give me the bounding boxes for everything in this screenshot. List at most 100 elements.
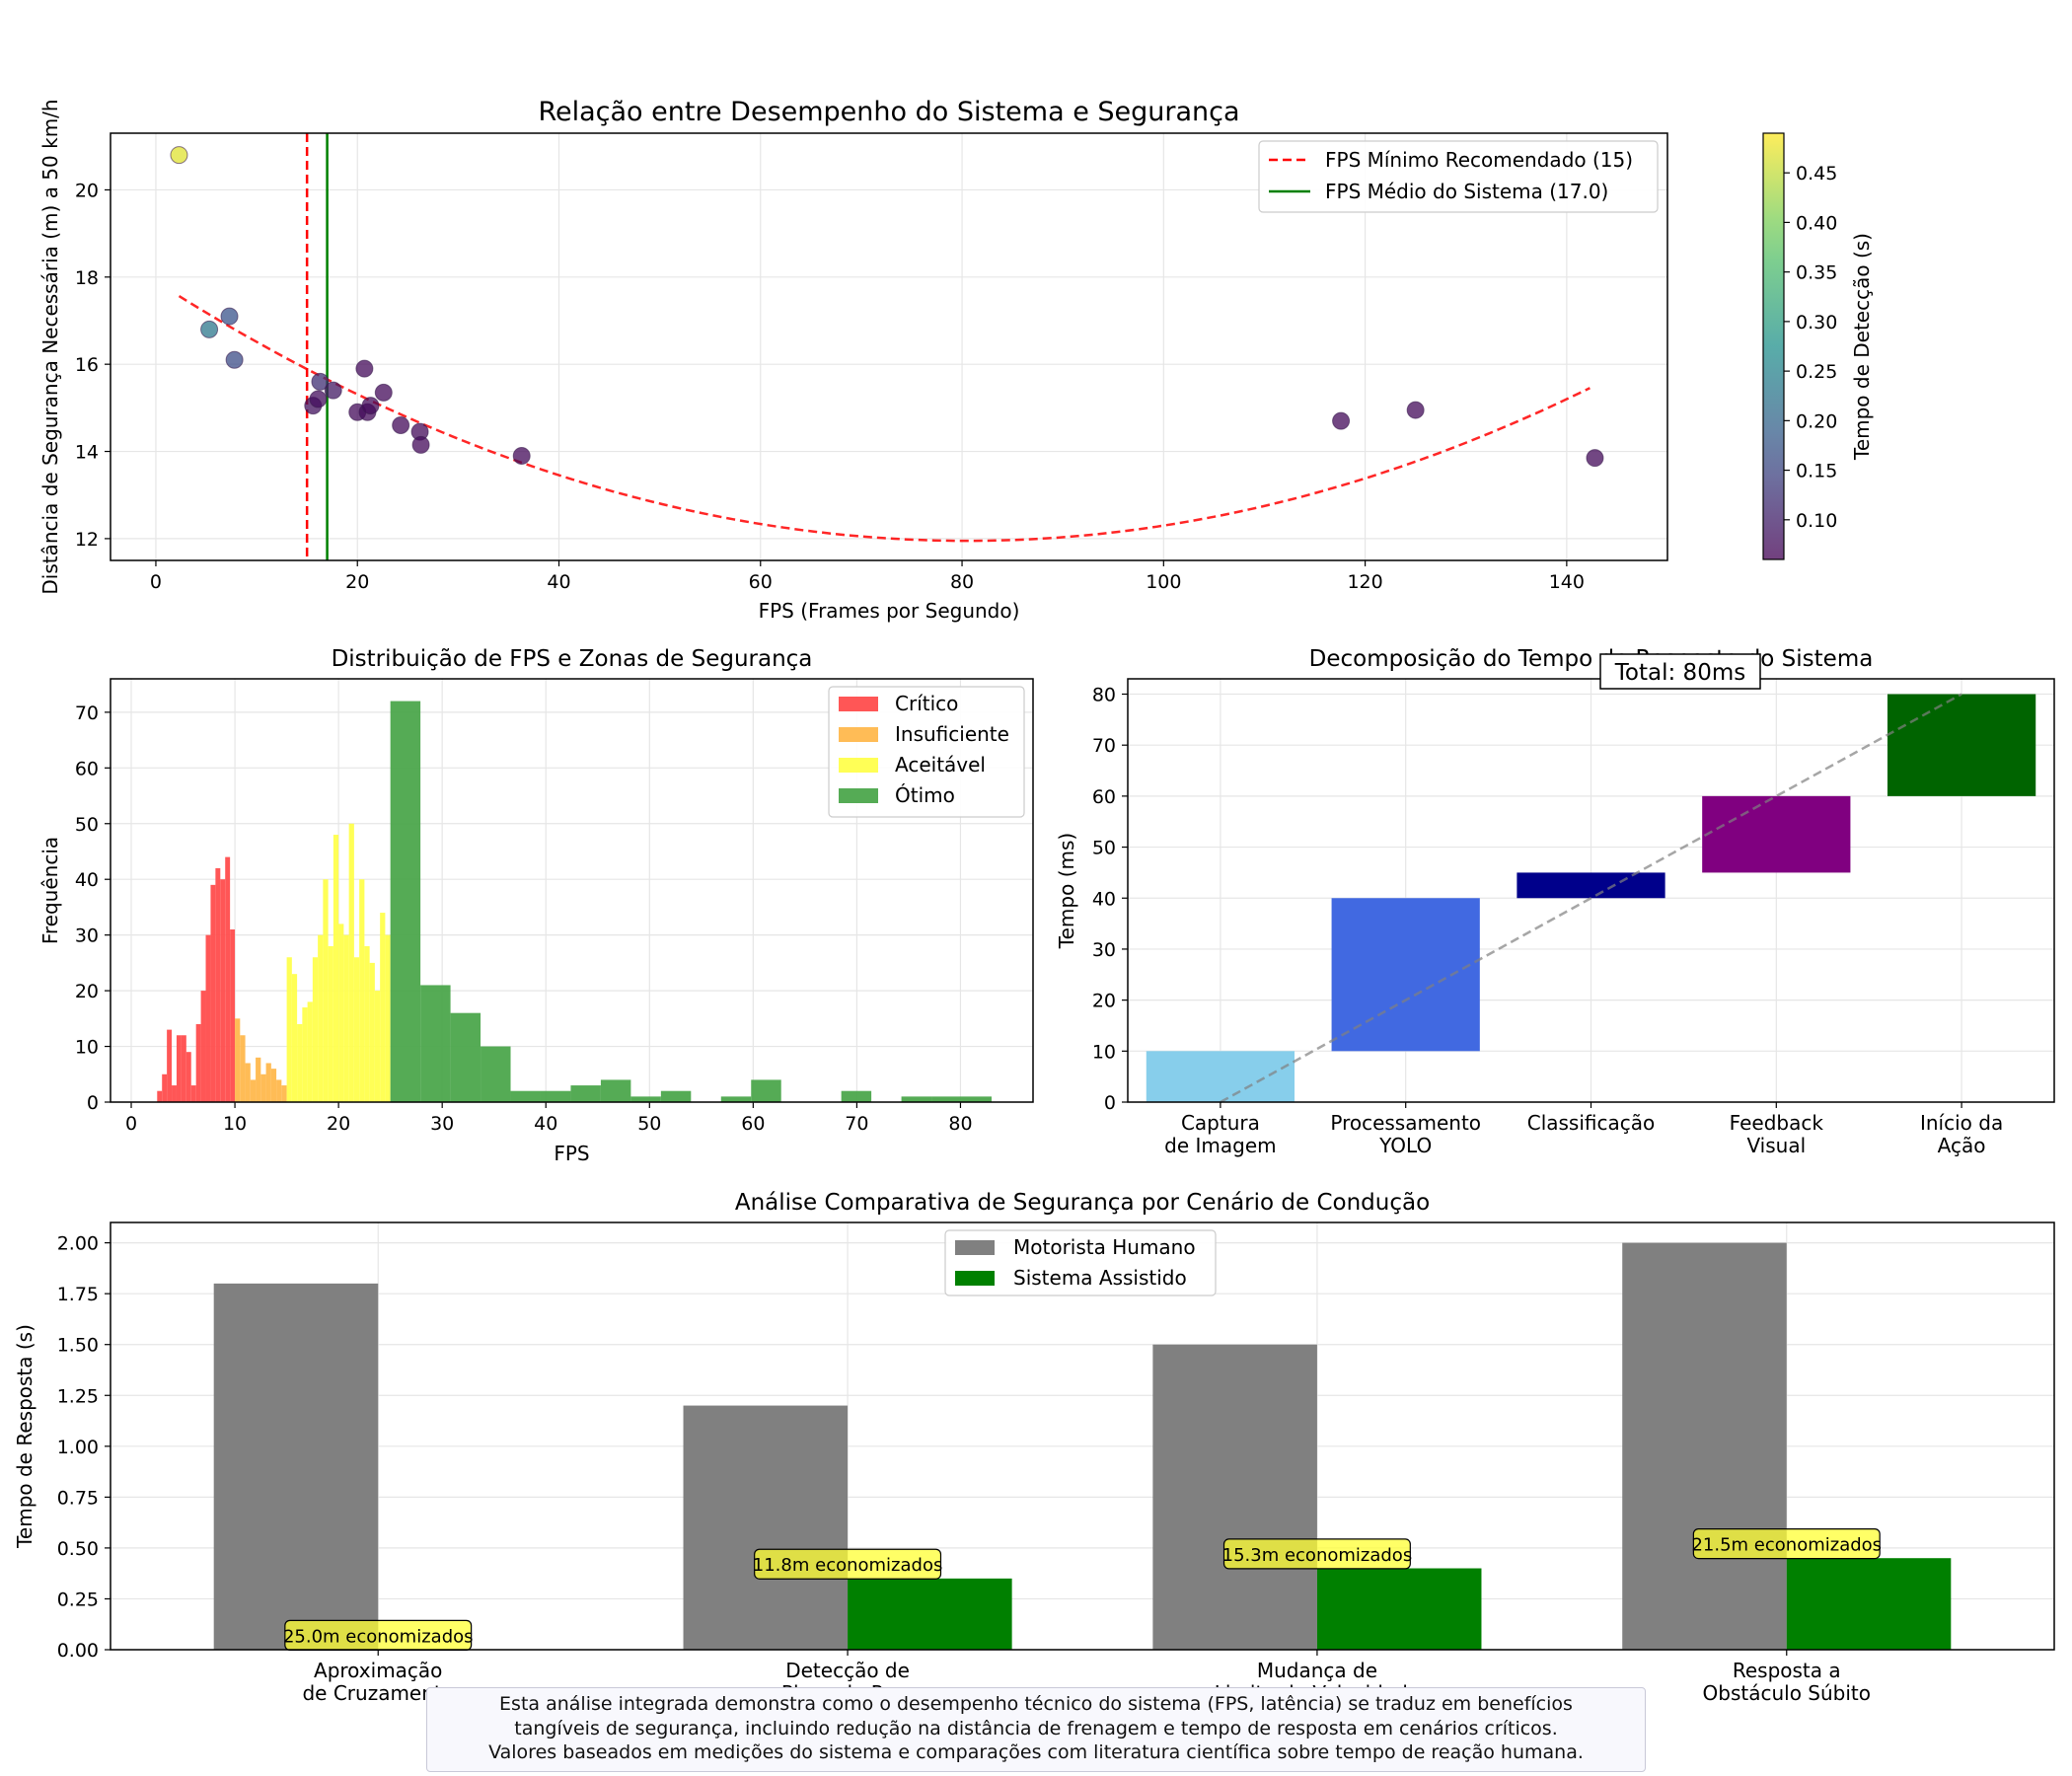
x-tick-label: 0: [125, 1113, 137, 1135]
legend-label: Insuficiente: [895, 722, 1009, 746]
x-axis-label: FPS: [554, 1142, 589, 1165]
scatter-point: [392, 416, 410, 435]
colorbar-label: Tempo de Detecção (s): [1850, 233, 1874, 461]
y-tick-label: 1.50: [57, 1335, 99, 1357]
histogram-bar: [338, 924, 344, 1102]
histogram-bar: [276, 1079, 282, 1102]
y-tick-label: 20: [1092, 991, 1116, 1012]
scatter-point: [225, 350, 244, 369]
histogram-bar: [245, 1063, 251, 1102]
savings-annotation-box: [754, 1548, 942, 1580]
comparison-bar: [213, 1283, 379, 1650]
histogram-bar: [385, 934, 391, 1102]
x-tick-label: 20: [327, 1113, 350, 1135]
waterfall-bar: [1702, 795, 1851, 873]
histogram-bar: [510, 1090, 541, 1102]
histogram-bar: [353, 957, 360, 1102]
caption-line: tangíveis de segurança, incluindo reduçã…: [514, 1717, 1558, 1739]
colorbar: [1762, 132, 1785, 560]
histogram-bar: [481, 1046, 511, 1102]
waterfall-bar: [1146, 1051, 1295, 1102]
y-tick-label: 0.00: [57, 1640, 99, 1662]
x-tick-label: Detecção de: [785, 1659, 910, 1682]
y-tick-label: 0.25: [57, 1589, 99, 1610]
y-tick-label: 0.50: [57, 1538, 99, 1560]
scatter-point: [324, 381, 342, 400]
plot-frame: [1127, 678, 2055, 1103]
histogram-bar: [841, 1090, 872, 1102]
caption-line: Esta análise integrada demonstra como o …: [499, 1693, 1573, 1715]
legend-box: [828, 686, 1025, 818]
scatter-point: [1406, 401, 1425, 419]
y-tick-label: 20: [75, 981, 99, 1002]
comparison-bar: [1786, 1558, 1952, 1650]
y-tick-label: 50: [1092, 838, 1116, 859]
y-tick-label: 10: [75, 1037, 99, 1059]
x-tick-label: 50: [637, 1113, 661, 1135]
legend-label: Sistema Assistido: [1013, 1266, 1187, 1290]
histogram-bar: [256, 1057, 261, 1102]
histogram-bar: [720, 1096, 752, 1102]
legend-label: Aceitável: [895, 753, 986, 777]
y-tick-label: 70: [1092, 735, 1116, 757]
histogram-bar: [600, 1079, 631, 1102]
y-axis-label: Frequência: [38, 837, 62, 944]
histogram-bar: [323, 879, 329, 1102]
comparison-bar: [683, 1405, 849, 1650]
histogram-bar: [281, 1085, 287, 1102]
histogram-bar: [570, 1085, 601, 1102]
x-tick-label: 140: [1549, 571, 1585, 593]
histogram-bar: [302, 1007, 308, 1102]
y-tick-label: 2.00: [57, 1233, 99, 1255]
histogram-bar: [630, 1096, 661, 1102]
waterfall-bar: [1887, 694, 2036, 796]
x-tick-label: 0: [150, 571, 162, 593]
y-tick-label: 80: [1092, 685, 1116, 706]
histogram-bar: [751, 1079, 781, 1102]
x-tick-label: 10: [223, 1113, 247, 1135]
scatter-point: [200, 320, 219, 338]
histogram-bar: [450, 1012, 481, 1102]
histogram-bar: [359, 879, 365, 1102]
colorbar-tick-label: 0.20: [1796, 410, 1837, 432]
chart-title: Análise Comparativa de Segurança por Cen…: [735, 1190, 1430, 1216]
histogram-bar: [195, 1023, 201, 1102]
x-tick-label: 40: [534, 1113, 557, 1135]
histogram-bar: [291, 974, 298, 1102]
x-tick-label: 120: [1347, 571, 1382, 593]
histogram-bar: [200, 991, 206, 1102]
legend-swatch: [839, 758, 878, 773]
y-tick-label: 30: [75, 925, 99, 947]
caption-box: Esta análise integrada demonstra como o …: [426, 1687, 1646, 1772]
y-tick-label: 18: [75, 267, 99, 289]
y-tick-label: 1.75: [57, 1284, 99, 1305]
x-axis-label: FPS (Frames por Segundo): [759, 599, 1020, 623]
savings-annotation-box: [1222, 1538, 1411, 1570]
legend-swatch: [955, 1271, 995, 1286]
y-tick-label: 1.00: [57, 1437, 99, 1458]
waterfall-bar: [1331, 898, 1480, 1052]
x-tick-label: Visual: [1746, 1134, 1806, 1157]
colorbar-tick-label: 0.30: [1796, 312, 1837, 333]
histogram-bar: [162, 1073, 168, 1102]
y-tick-label: 30: [1092, 939, 1116, 961]
histogram-bar: [240, 1035, 246, 1102]
x-tick-label: Resposta a: [1733, 1659, 1841, 1682]
x-tick-label: 60: [741, 1113, 765, 1135]
histogram-bar: [931, 1096, 962, 1102]
histogram-bar: [961, 1096, 992, 1102]
histogram-bar: [420, 985, 451, 1102]
scatter-panel: 0 20 40 60 80 100 120 140 12 14 16 18 20 Relação entr…: [38, 97, 1874, 623]
total-label-box: [1599, 653, 1761, 690]
histogram-bar: [660, 1090, 692, 1102]
colorbar-tick-label: 0.40: [1796, 212, 1837, 234]
scatter-point: [170, 146, 188, 165]
histogram-bar: [260, 1073, 266, 1102]
y-tick-label: 70: [75, 703, 99, 724]
histogram-bar: [235, 1018, 241, 1102]
scatter-point: [220, 307, 239, 326]
x-tick-label: Obstáculo Súbito: [1703, 1681, 1871, 1705]
x-tick-label: Processamento: [1330, 1111, 1481, 1135]
histogram-bar: [348, 823, 354, 1102]
histogram-bar: [328, 945, 333, 1102]
